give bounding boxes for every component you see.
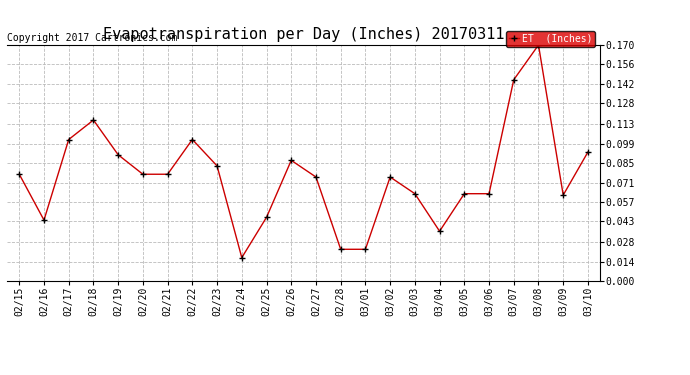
- ET  (Inches): [237, 255, 246, 260]
- ET  (Inches): [312, 175, 320, 179]
- ET  (Inches): [584, 150, 592, 154]
- ET  (Inches): [435, 229, 444, 234]
- ET  (Inches): [534, 43, 542, 47]
- ET  (Inches): [213, 164, 221, 168]
- ET  (Inches): [510, 78, 518, 82]
- Line: ET  (Inches): ET (Inches): [17, 42, 591, 260]
- ET  (Inches): [164, 172, 172, 177]
- ET  (Inches): [40, 218, 48, 222]
- ET  (Inches): [287, 158, 295, 163]
- ET  (Inches): [65, 137, 73, 142]
- Title: Evapotranspiration per Day (Inches) 20170311: Evapotranspiration per Day (Inches) 2017…: [103, 27, 504, 42]
- ET  (Inches): [559, 193, 567, 197]
- ET  (Inches): [89, 118, 97, 122]
- ET  (Inches): [386, 175, 394, 179]
- ET  (Inches): [362, 247, 370, 252]
- ET  (Inches): [15, 172, 23, 177]
- ET  (Inches): [485, 192, 493, 196]
- ET  (Inches): [139, 172, 147, 177]
- Text: Copyright 2017 Cartronics.com: Copyright 2017 Cartronics.com: [7, 33, 177, 43]
- ET  (Inches): [188, 137, 197, 142]
- Legend: ET  (Inches): ET (Inches): [506, 31, 595, 47]
- ET  (Inches): [460, 192, 469, 196]
- ET  (Inches): [262, 215, 270, 220]
- ET  (Inches): [114, 153, 122, 157]
- ET  (Inches): [337, 247, 345, 252]
- ET  (Inches): [411, 192, 419, 196]
